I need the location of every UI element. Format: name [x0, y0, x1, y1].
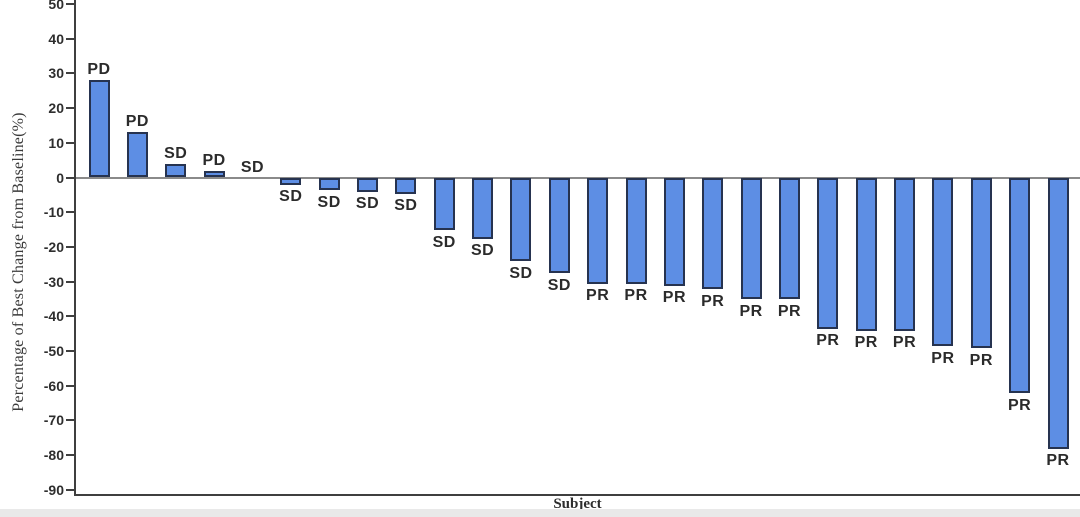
bar-response-label: PR	[816, 332, 840, 350]
y-tick-mark	[66, 350, 74, 352]
y-tick-label: 50	[48, 0, 64, 12]
bar-response-label: PR	[586, 287, 610, 305]
figure-bottom-edge	[0, 509, 1080, 517]
bar-response-label: SD	[317, 193, 341, 211]
y-tick-mark	[66, 211, 74, 214]
y-tick-label: 40	[48, 30, 64, 47]
y-tick-mark	[66, 280, 74, 283]
y-tick-mark	[66, 419, 74, 422]
zero-baseline-line	[76, 176, 1080, 179]
y-tick-mark	[66, 37, 74, 40]
bar-response-label: PR	[777, 302, 802, 320]
bar	[548, 178, 570, 274]
y-tick-mark	[66, 176, 74, 179]
y-tick-label: 0	[56, 169, 64, 186]
bar-response-label: SD	[509, 264, 533, 282]
bar	[587, 178, 609, 284]
bar	[740, 178, 762, 300]
bar	[625, 178, 647, 284]
y-tick-label: -50	[43, 343, 64, 359]
bar-response-label: PR	[701, 292, 725, 310]
bar-response-label: SD	[355, 195, 380, 213]
bar-response-label: SD	[279, 188, 303, 206]
y-tick-label: -70	[43, 412, 64, 429]
y-tick-mark	[66, 315, 74, 318]
bar	[280, 178, 302, 185]
bar-response-label: PR	[1046, 452, 1070, 470]
bar-response-label: SD	[547, 276, 571, 294]
bar	[1009, 178, 1031, 394]
bar-response-label: SD	[394, 197, 418, 215]
y-tick-mark	[66, 72, 74, 75]
bar-response-label: SD	[240, 158, 265, 176]
bar	[510, 178, 532, 262]
y-tick-label: -90	[43, 481, 64, 498]
bar-response-label: SD	[470, 242, 495, 260]
bar-response-label: PR	[739, 302, 763, 320]
bar-response-label: SD	[164, 144, 188, 162]
y-tick-mark	[66, 384, 74, 387]
x-axis-line	[74, 493, 1080, 496]
bar	[702, 178, 724, 290]
y-axis-title: Percentage of Best Change from Baseline(…	[10, 112, 27, 412]
y-tick-mark	[66, 454, 74, 457]
bar	[318, 178, 340, 191]
bar	[932, 178, 954, 347]
y-tick-mark	[66, 141, 74, 144]
y-tick-label: -30	[43, 273, 64, 290]
y-tick-mark	[66, 3, 74, 5]
bar-response-label: PR	[931, 349, 955, 367]
bar-response-label: PR	[969, 351, 993, 369]
y-tick-mark	[66, 488, 74, 491]
bar-response-label: PR	[892, 334, 917, 352]
y-tick-label: 10	[48, 134, 64, 151]
y-axis-line	[74, 0, 76, 496]
bar-response-label: PD	[87, 61, 111, 79]
bar	[433, 178, 455, 231]
y-tick-label: -80	[43, 447, 64, 464]
bar	[1047, 178, 1069, 449]
bar	[395, 178, 417, 194]
bar-response-label: PR	[662, 289, 686, 307]
y-tick-label: -10	[43, 204, 64, 221]
bar-response-label: SD	[432, 233, 456, 251]
y-tick-label: -40	[43, 308, 64, 325]
y-tick-label: -20	[43, 238, 64, 255]
bar-response-label: PR	[624, 287, 648, 305]
bar	[970, 178, 992, 349]
bar	[663, 178, 685, 286]
y-tick-label: -60	[43, 377, 64, 394]
bar	[126, 132, 148, 178]
bar	[855, 178, 877, 331]
bar-response-label: PR	[1008, 396, 1032, 414]
bar	[357, 178, 379, 192]
bar	[203, 170, 225, 178]
bar	[894, 178, 916, 331]
y-tick-label: 20	[48, 100, 64, 117]
bar	[472, 178, 494, 239]
y-tick-mark	[66, 107, 74, 110]
bar-response-label: PD	[125, 113, 149, 131]
y-tick-mark	[66, 245, 74, 248]
bar	[165, 163, 187, 178]
x-axis-title: Subject	[553, 496, 602, 512]
bar	[778, 178, 800, 300]
bar	[88, 80, 110, 178]
bar	[817, 178, 839, 329]
bar-response-label: PD	[202, 151, 226, 169]
y-tick-label: 30	[48, 65, 64, 82]
bar-response-label: PR	[854, 334, 878, 352]
